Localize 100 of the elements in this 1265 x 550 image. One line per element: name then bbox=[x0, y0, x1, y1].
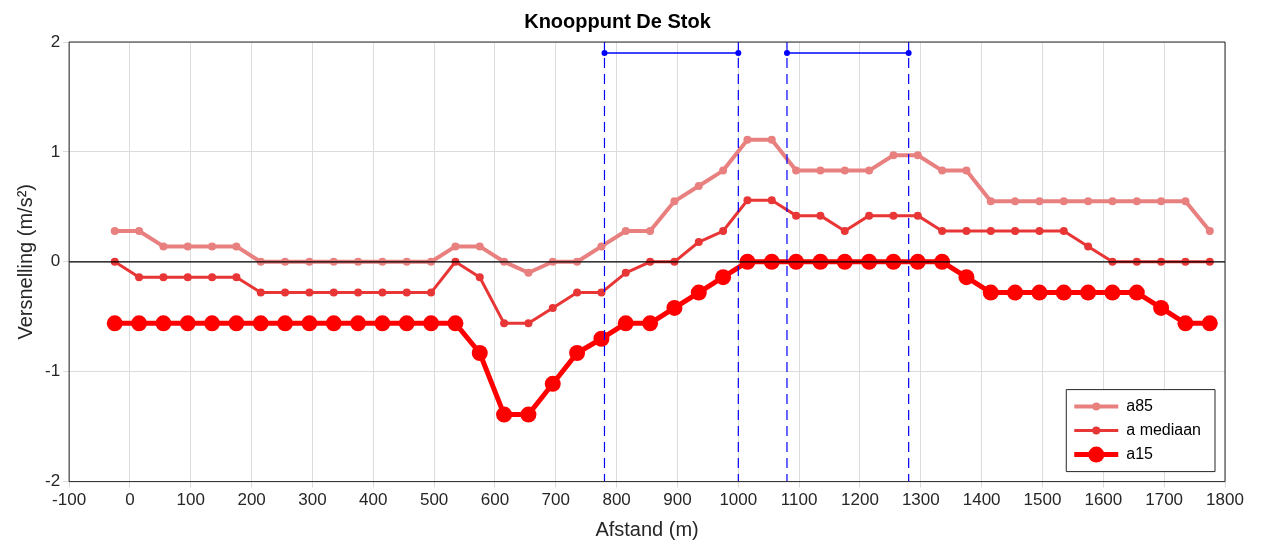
point bbox=[617, 315, 634, 332]
point bbox=[1177, 315, 1194, 332]
point bbox=[1011, 197, 1020, 206]
x-tick-label: 500 bbox=[419, 490, 449, 510]
point bbox=[1205, 227, 1214, 236]
point bbox=[1055, 284, 1072, 301]
point bbox=[208, 273, 217, 282]
point bbox=[861, 253, 878, 270]
point bbox=[865, 166, 874, 175]
point bbox=[840, 166, 849, 175]
point bbox=[788, 253, 805, 270]
point bbox=[544, 375, 561, 392]
chart-title: Knooppunt De Stok bbox=[524, 9, 712, 32]
x-axis-title: Afstand (m) bbox=[595, 517, 699, 540]
point bbox=[496, 406, 513, 423]
x-tick-label: 700 bbox=[541, 490, 570, 510]
x-tick-label: 800 bbox=[602, 490, 631, 510]
point bbox=[666, 299, 683, 316]
point bbox=[593, 330, 610, 347]
point bbox=[179, 315, 196, 332]
point bbox=[281, 288, 290, 297]
x-tick-label: 1600 bbox=[1084, 490, 1123, 510]
point bbox=[792, 211, 801, 220]
point bbox=[840, 227, 849, 236]
legend-label: a15 bbox=[1126, 445, 1154, 463]
point bbox=[1035, 197, 1044, 206]
point bbox=[325, 315, 342, 332]
x-tick-label: 1000 bbox=[719, 490, 758, 510]
point bbox=[1128, 284, 1145, 301]
x-tick-label: 400 bbox=[359, 490, 388, 510]
point bbox=[905, 49, 912, 56]
x-tick-label: 1500 bbox=[1023, 490, 1062, 510]
y-tick-label: 0 bbox=[50, 251, 61, 271]
point bbox=[402, 288, 411, 297]
point bbox=[938, 166, 947, 175]
y-tick-label: -1 bbox=[44, 361, 61, 381]
point bbox=[836, 253, 853, 270]
point bbox=[715, 269, 732, 286]
point bbox=[792, 166, 801, 175]
point bbox=[642, 315, 659, 332]
point bbox=[183, 273, 192, 282]
point bbox=[934, 253, 951, 270]
point bbox=[719, 166, 728, 175]
point bbox=[427, 288, 436, 297]
point bbox=[816, 211, 825, 220]
point bbox=[354, 288, 363, 297]
point bbox=[865, 211, 874, 220]
point bbox=[1201, 315, 1218, 332]
point bbox=[1132, 197, 1141, 206]
point bbox=[208, 242, 217, 251]
point bbox=[690, 284, 707, 301]
x-tick-label: 300 bbox=[298, 490, 327, 510]
point bbox=[301, 315, 318, 332]
point bbox=[889, 151, 898, 160]
point bbox=[475, 242, 484, 251]
point bbox=[816, 166, 825, 175]
point bbox=[106, 315, 123, 332]
point bbox=[110, 227, 119, 236]
point bbox=[524, 319, 533, 328]
point bbox=[982, 284, 999, 301]
point bbox=[913, 211, 922, 220]
point bbox=[204, 315, 221, 332]
x-tick-label: 600 bbox=[480, 490, 510, 510]
x-tick-label: 1700 bbox=[1145, 490, 1184, 510]
x-tick-label: 1400 bbox=[962, 490, 1001, 510]
x-tick-label: 900 bbox=[663, 490, 692, 510]
point bbox=[885, 253, 902, 270]
point bbox=[1157, 197, 1166, 206]
point bbox=[1007, 284, 1024, 301]
point bbox=[228, 315, 245, 332]
x-tick-label: 1100 bbox=[780, 490, 818, 510]
point bbox=[350, 315, 367, 332]
point bbox=[812, 253, 829, 270]
point bbox=[597, 288, 606, 297]
point bbox=[524, 268, 533, 277]
point bbox=[398, 315, 415, 332]
point bbox=[500, 319, 509, 328]
point bbox=[447, 315, 464, 332]
point bbox=[232, 242, 241, 251]
point bbox=[670, 197, 679, 206]
point bbox=[1031, 284, 1048, 301]
point bbox=[646, 227, 655, 236]
point bbox=[1084, 242, 1093, 251]
point bbox=[232, 273, 241, 282]
point bbox=[135, 227, 144, 236]
point bbox=[913, 151, 922, 160]
point bbox=[378, 288, 387, 297]
point bbox=[694, 181, 703, 190]
y-tick-label: 1 bbox=[50, 141, 61, 161]
point bbox=[423, 315, 440, 332]
point bbox=[520, 406, 537, 423]
point bbox=[471, 345, 488, 362]
point bbox=[938, 227, 947, 236]
legend-label: a85 bbox=[1126, 397, 1154, 415]
point bbox=[739, 253, 756, 270]
x-tick-label: 200 bbox=[237, 490, 266, 510]
x-tick-label: 0 bbox=[125, 490, 135, 510]
x-tick-label: 1300 bbox=[901, 490, 940, 510]
point bbox=[183, 242, 192, 251]
y-axis-title: Versnelling (m/s²) bbox=[13, 184, 36, 340]
